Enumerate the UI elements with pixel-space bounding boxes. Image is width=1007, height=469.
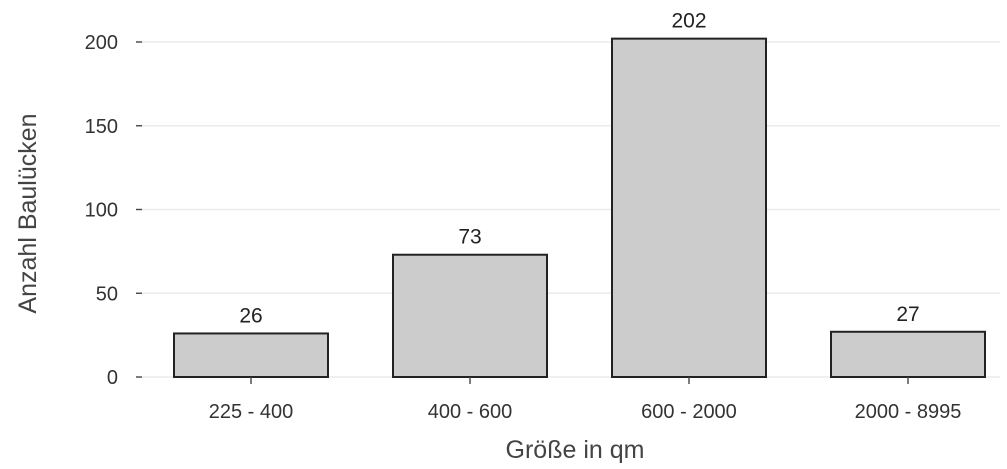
data-labels: 26 73 202 27 bbox=[239, 10, 919, 328]
gridlines bbox=[142, 41, 1000, 378]
bar bbox=[173, 332, 329, 379]
y-tick-label: 150 bbox=[85, 116, 118, 138]
bar bbox=[830, 330, 986, 378]
y-axis-title: Anzahl Baulücken bbox=[14, 113, 42, 313]
data-label: 27 bbox=[896, 303, 919, 326]
bars bbox=[173, 37, 986, 379]
x-tick-label: 400 - 600 bbox=[428, 401, 513, 423]
x-tick-label: 2000 - 8995 bbox=[855, 401, 962, 423]
y-tick-label: 200 bbox=[85, 32, 118, 54]
data-label: 73 bbox=[458, 226, 481, 249]
y-axis: 0 50 100 150 200 bbox=[85, 32, 142, 389]
bar bbox=[392, 253, 548, 379]
x-axis: 225 - 400 400 - 600 600 - 2000 2000 - 8995 bbox=[209, 377, 962, 423]
data-label: 202 bbox=[671, 10, 706, 33]
data-label: 26 bbox=[239, 304, 262, 327]
x-tick-label: 600 - 2000 bbox=[641, 401, 737, 423]
x-axis-title: Größe in qm bbox=[506, 436, 645, 464]
y-tick-label: 0 bbox=[107, 367, 118, 389]
bar bbox=[611, 37, 767, 379]
y-tick-label: 50 bbox=[96, 283, 118, 305]
x-tick-label: 225 - 400 bbox=[209, 401, 294, 423]
y-tick-label: 100 bbox=[85, 200, 118, 222]
